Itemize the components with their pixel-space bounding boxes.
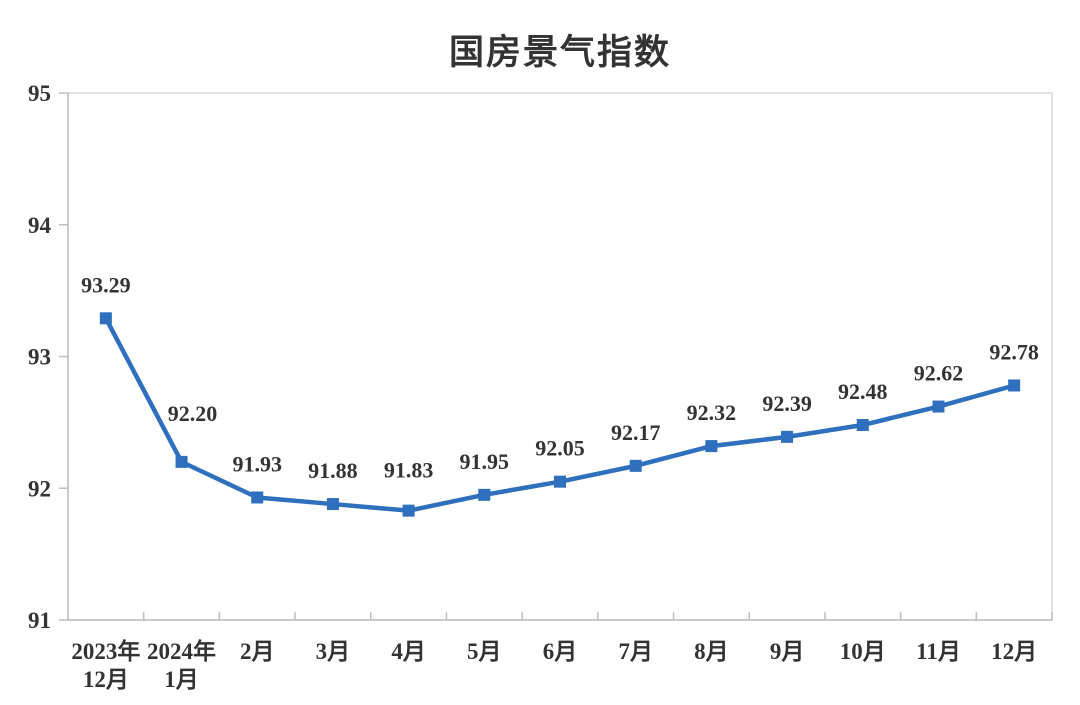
x-axis-label: 7月 [618,639,653,664]
data-point-label: 92.78 [989,339,1039,364]
data-point-label: 91.88 [308,458,358,483]
y-axis-tick-label: 92 [28,476,51,501]
data-point-marker [402,504,415,517]
x-axis-label: 9月 [770,639,805,664]
x-axis-label: 4月 [391,639,426,664]
x-axis-label: 2月 [240,639,275,664]
data-point-marker [1008,379,1021,392]
x-axis-label: 10月 [840,639,886,664]
x-axis-label: 6月 [543,639,578,664]
data-point-label: 92.62 [914,361,964,386]
data-point-label: 92.17 [611,420,661,445]
data-point-label: 91.93 [232,451,282,476]
chart-title: 国房景气指数 [448,33,671,72]
data-point-label: 92.05 [535,436,585,461]
x-axis-label: 2024年 1月 [147,638,216,692]
data-point-marker [932,400,945,413]
data-point-label: 92.39 [762,391,812,416]
y-axis-tick-label: 95 [28,81,51,106]
data-point-label: 91.83 [384,458,434,483]
data-point-label: 92.48 [838,379,888,404]
data-point-marker [251,491,264,504]
data-point-marker [175,455,188,468]
data-point-marker [99,312,112,325]
data-point-label: 91.95 [460,449,510,474]
data-point-marker [478,488,491,501]
data-point-marker [629,459,642,472]
x-axis-label: 3月 [316,639,351,664]
y-axis-tick-label: 94 [28,213,52,238]
plot-border [67,92,1053,621]
x-axis-label: 8月 [694,639,729,664]
data-point-label: 93.29 [81,272,131,297]
data-point-marker [705,440,718,453]
data-point-label: 92.32 [687,400,737,425]
data-point-marker [326,498,339,511]
y-axis-tick-label: 93 [28,345,51,370]
data-point-marker [781,430,794,443]
data-point-label: 92.20 [168,401,218,426]
x-axis-label: 12月 [991,639,1037,664]
x-axis-label: 11月 [916,639,961,664]
data-point-marker [554,475,566,488]
y-axis-tick-label: 91 [28,608,51,633]
x-axis-label: 2023年 12月 [71,638,140,692]
x-axis-label: 5月 [467,639,502,664]
data-point-marker [856,419,869,432]
